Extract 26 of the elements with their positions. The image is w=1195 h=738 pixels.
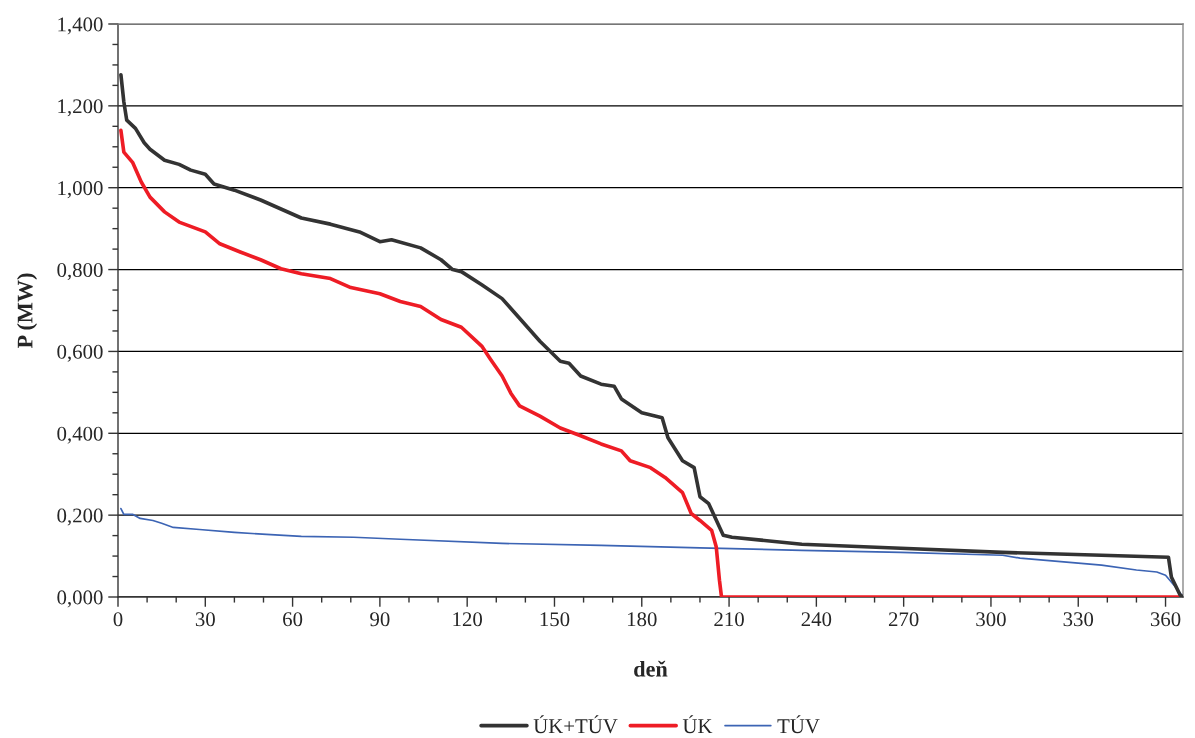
- x-tick-label: 120: [453, 612, 483, 627]
- x-tick-label: 360: [1150, 612, 1181, 627]
- y-tick-label: 0,800: [57, 262, 103, 280]
- x-tick-label: 330: [1063, 612, 1094, 627]
- x-tick-label: 180: [627, 612, 657, 627]
- x-tick-label: 270: [888, 612, 919, 627]
- x-tick-label: 210: [714, 612, 744, 627]
- y-tick-label: 1,000: [58, 181, 103, 199]
- x-tick-label: 60: [283, 612, 303, 627]
- legend-label: TÚV: [777, 715, 820, 734]
- x-axis-title: deň: [634, 660, 668, 677]
- y-tick-label: 0,200: [57, 508, 103, 526]
- y-axis-title: P (MW): [16, 273, 38, 349]
- y-tick-label: 0,600: [57, 344, 103, 362]
- x-tick-label: 30: [195, 612, 215, 627]
- x-tick-label: 240: [801, 612, 832, 627]
- y-tick-label: 1,200: [58, 99, 103, 117]
- y-tick-label: 0,000: [57, 590, 103, 608]
- y-tick-label: 1,400: [58, 17, 103, 35]
- x-tick-label: 300: [976, 612, 1006, 627]
- x-tick-label: 0: [113, 612, 123, 627]
- legend-label: ÚK: [682, 715, 713, 734]
- y-tick-label: 0,400: [57, 426, 103, 444]
- x-tick-label: 90: [370, 612, 390, 627]
- x-tick-label: 150: [540, 612, 570, 627]
- legend-label: ÚK+TÚV: [533, 715, 618, 734]
